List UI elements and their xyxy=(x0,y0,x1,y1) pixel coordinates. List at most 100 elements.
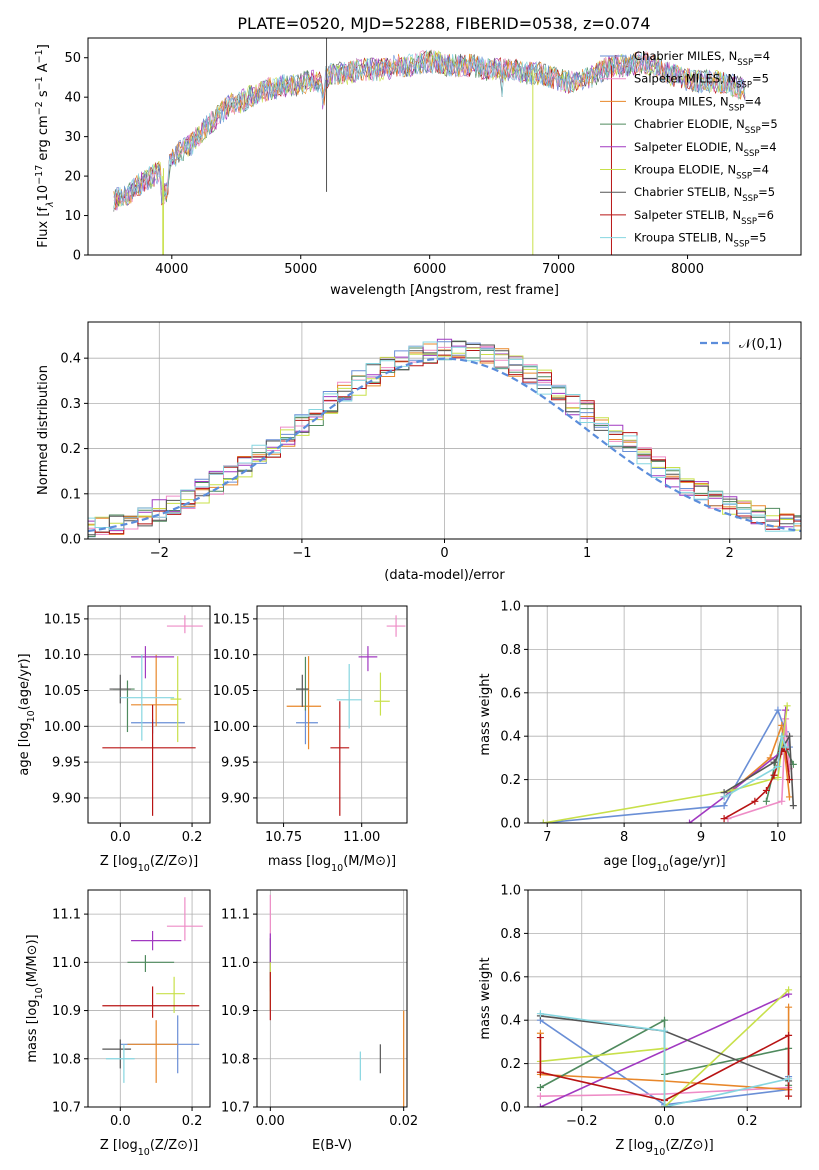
weight-marker xyxy=(661,1027,668,1035)
weight-marker xyxy=(785,1092,793,1100)
legend-label-part: Salpeter ELODIE, N xyxy=(634,140,744,154)
weight-marker xyxy=(785,986,793,994)
x-tick-label: −2 xyxy=(150,546,169,561)
legend-label-subscript: SSP xyxy=(729,103,745,113)
x-axis-label: Z [log10(Z/Z⊙)] xyxy=(615,1138,713,1158)
label-part: s xyxy=(36,90,51,101)
weight-line xyxy=(723,725,791,798)
x-tick-label: 10.75 xyxy=(265,830,302,845)
x-tick-label: 9 xyxy=(697,830,705,845)
x-axis-label: Z [log10(Z/Z⊙)] xyxy=(100,1138,198,1158)
label-subscript: 10 xyxy=(138,863,150,874)
spectrum-line xyxy=(113,52,746,209)
legend-label: Chabrier ELODIE, NSSP=5 xyxy=(634,117,778,136)
legend-label-subscript: SSP xyxy=(742,194,758,204)
y-tick-label: 10.9 xyxy=(221,1004,250,1019)
weight-marker xyxy=(785,1003,793,1011)
label-part: ] xyxy=(36,44,51,49)
y-axis-label: mass [log10(M/M⊙)] xyxy=(25,934,45,1062)
x-tick-label: 0 xyxy=(440,546,448,561)
weight-marker xyxy=(536,1103,544,1107)
weight-line xyxy=(540,1012,789,1107)
y-tick-label: 10.10 xyxy=(213,648,250,663)
legend-label-subscript: SSP xyxy=(737,58,753,68)
label-subscript: 10 xyxy=(138,1147,150,1158)
x-axis-label: mass [log10(M/M⊙)] xyxy=(268,854,396,874)
x-axis-label: E(B-V) xyxy=(312,1138,352,1153)
y-axis-label: Normed distribution xyxy=(36,365,51,495)
x-axis-label: Z [log10(Z/Z⊙)] xyxy=(100,854,198,874)
error-point xyxy=(166,615,203,634)
y-tick-label: 0.3 xyxy=(60,397,81,412)
weight-line xyxy=(543,708,791,823)
legend-label: Salpeter STELIB, NSSP=6 xyxy=(634,208,774,227)
legend-label: Kroupa ELODIE, NSSP=4 xyxy=(634,163,769,182)
label-part: −1 xyxy=(34,76,45,90)
y-tick-label: 0.4 xyxy=(500,1014,521,1029)
label-part: (M/M⊙)] xyxy=(25,934,40,987)
error-point xyxy=(127,955,175,972)
weight-marker xyxy=(751,797,759,805)
x-tick-label: 8 xyxy=(620,830,628,845)
x-tick-label: 0.0 xyxy=(110,830,131,845)
y-tick-label: 20 xyxy=(64,170,81,185)
label-part: 10 xyxy=(36,185,51,202)
weight-marker xyxy=(720,815,728,823)
label-part: A xyxy=(36,63,51,76)
y-tick-label: 10.8 xyxy=(52,1052,81,1067)
label-part: Z [ xyxy=(615,1138,633,1153)
x-tick-label: −1 xyxy=(292,546,311,561)
x-tick-label: 11.00 xyxy=(343,830,380,845)
y-tick-label: 0.2 xyxy=(500,1057,521,1072)
error-point xyxy=(330,701,350,816)
y-tick-label: 10.00 xyxy=(213,720,250,735)
label-part: (Z/Z⊙)] xyxy=(665,1138,713,1153)
x-tick-label: −0.2 xyxy=(566,1114,598,1129)
legend-label-subscript: SSP xyxy=(744,149,760,159)
y-tick-label: 30 xyxy=(64,130,81,145)
error-point xyxy=(166,897,203,941)
y-tick-label: 9.90 xyxy=(52,791,81,806)
legend-label-part: =5 xyxy=(749,231,766,245)
weight-marker xyxy=(785,732,793,740)
legend-label-subscript: SSP xyxy=(745,126,761,136)
y-tick-label: 10.00 xyxy=(44,720,81,735)
histogram-step xyxy=(88,341,801,538)
label-part: log xyxy=(118,854,138,869)
legend-label-part: =5 xyxy=(752,72,769,86)
legend-label: Chabrier STELIB, NSSP=5 xyxy=(634,185,775,204)
x-tick-label: 0.02 xyxy=(389,1114,418,1129)
error-point xyxy=(105,1044,135,1083)
y-tick-label: 11.0 xyxy=(52,956,81,971)
label-part: age [ xyxy=(17,742,32,775)
y-tick-label: 0.2 xyxy=(500,773,521,788)
plot-area xyxy=(286,615,406,816)
error-point xyxy=(131,654,178,727)
y-tick-label: 10.15 xyxy=(44,612,81,627)
error-point xyxy=(131,646,175,679)
y-tick-label: 10.05 xyxy=(213,684,250,699)
weight-marker xyxy=(774,773,782,781)
y-tick-label: 11.1 xyxy=(52,908,81,923)
label-part: (Z/Z⊙)] xyxy=(150,1138,198,1153)
label-part: mass [ xyxy=(268,854,311,869)
y-tick-label: 11.0 xyxy=(221,956,250,971)
label-subscript: 10 xyxy=(331,863,343,874)
legend-label-subscript: SSP xyxy=(734,240,750,250)
histogram-step xyxy=(88,343,801,535)
label-part: log xyxy=(637,854,657,869)
label-subscript: 10 xyxy=(653,1147,665,1158)
x-tick-label: 4000 xyxy=(155,262,188,277)
legend-label-part: Salpeter MILES, N xyxy=(634,72,736,86)
label-part: (Z/Z⊙)] xyxy=(150,854,198,869)
weight-marker xyxy=(661,1016,668,1024)
weight-marker xyxy=(539,819,547,823)
y-tick-label: 40 xyxy=(64,91,81,106)
y-tick-label: 10.7 xyxy=(52,1101,81,1116)
label-subscript: 10 xyxy=(657,863,669,874)
y-tick-label: 10 xyxy=(64,209,81,224)
x-tick-label: 2 xyxy=(726,546,734,561)
weight-line xyxy=(727,718,791,820)
x-tick-label: 0.00 xyxy=(256,1114,285,1129)
